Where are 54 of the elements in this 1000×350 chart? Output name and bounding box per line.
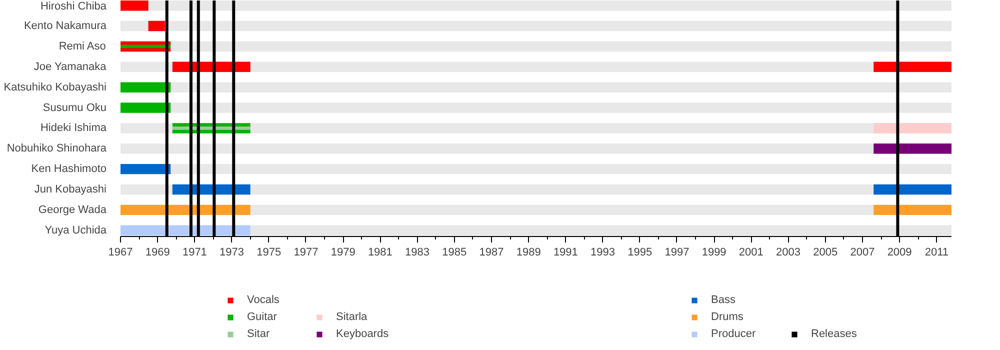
- bar: [120, 0, 148, 11]
- x-tick-label: 1985: [442, 246, 467, 258]
- y-tick-label: Kento Nakamura: [24, 20, 108, 32]
- x-tick-label: 2009: [887, 246, 912, 258]
- bar: [874, 123, 952, 134]
- legend-label: Producer: [711, 327, 756, 341]
- x-tick-label: 2001: [738, 246, 764, 258]
- x-tick-label: 1971: [182, 246, 207, 258]
- x-tick-label: 1983: [405, 246, 430, 258]
- x-tick-label: 1999: [702, 246, 726, 258]
- x-tick-label: 1993: [590, 246, 616, 258]
- x-tick-label: 1973: [220, 246, 244, 258]
- bar: [120, 82, 171, 92]
- y-tick-label: Jun Kobayashi: [34, 184, 107, 196]
- bar: [120, 164, 171, 174]
- x-tick-label: 1975: [256, 246, 282, 258]
- legend-label: Sitarla: [336, 310, 368, 324]
- x-tick-label: 2007: [850, 246, 875, 258]
- bar: [148, 20, 166, 32]
- legend-label: Guitar: [247, 310, 277, 324]
- legend-label: Releases: [811, 327, 857, 341]
- bar: [874, 62, 952, 72]
- x-tick-label: 1989: [516, 246, 541, 258]
- y-tick-label: Hideki Ishima: [40, 122, 108, 134]
- y-tick-label: Susumu Oku: [42, 102, 107, 114]
- legend-label: Keyboards: [336, 327, 389, 341]
- x-tick-label: 2011: [924, 246, 948, 258]
- x-tick-label: 1977: [294, 246, 318, 258]
- x-tick-label: 1997: [664, 246, 690, 258]
- bar: [874, 184, 952, 195]
- legend-label: Bass: [711, 293, 736, 307]
- y-tick-label: Hiroshi Chiba: [40, 0, 108, 12]
- y-tick-label: Nobuhiko Shinohara: [6, 142, 108, 155]
- x-tick-label: 1979: [330, 246, 356, 258]
- y-tick-label: George Wada: [38, 204, 108, 216]
- bar: [120, 102, 171, 113]
- y-tick-label: Ken Hashimoto: [31, 163, 107, 176]
- y-tick-label: Katsuhiko Kobayashi: [4, 81, 106, 94]
- x-tick-label: 1987: [479, 246, 504, 258]
- y-tick-label: Remi Aso: [58, 40, 106, 52]
- y-tick-label: Yuya Uchida: [44, 224, 108, 236]
- legend-label: Sitar: [247, 327, 270, 341]
- bar: [874, 144, 952, 154]
- legend-label: Drums: [711, 310, 744, 324]
- x-tick-label: 1967: [108, 246, 133, 258]
- x-tick-label: 2005: [813, 246, 838, 258]
- x-tick-label: 1969: [145, 246, 170, 258]
- x-tick-label: 1995: [628, 246, 652, 258]
- legend-label: Vocals: [247, 293, 280, 307]
- x-tick-label: 1981: [368, 246, 392, 258]
- y-tick-label: Joe Yamanaka: [34, 60, 108, 73]
- x-tick-label: 1991: [553, 246, 578, 258]
- bar: [874, 204, 952, 216]
- x-tick-label: 2003: [776, 246, 801, 258]
